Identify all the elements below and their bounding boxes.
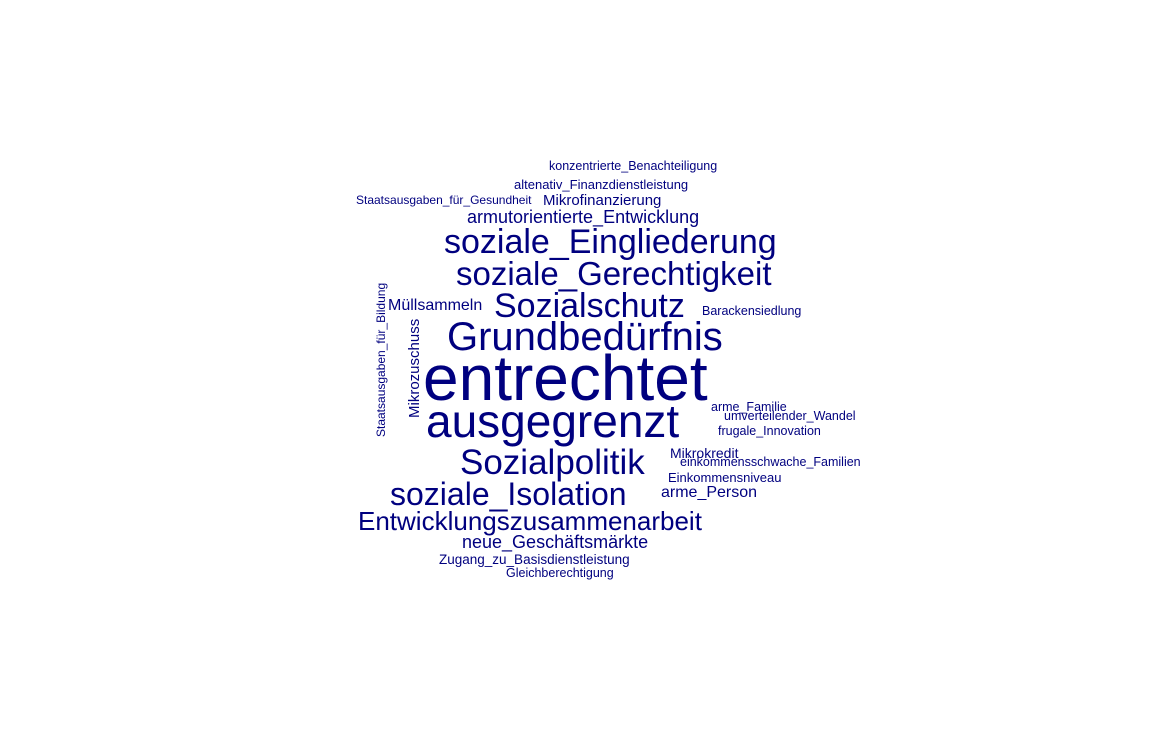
word-entrechtet: entrechtet	[423, 342, 708, 414]
word-einkommensschwache-familien: einkommensschwache_Familien	[680, 455, 861, 469]
word-sozialpolitik: Sozialpolitik	[460, 443, 645, 482]
word-staatsausgaben-fuer-gesundheit: Staatsausgaben_für_Gesundheit	[356, 193, 532, 207]
word-grundbeduerfnis: Grundbedürfnis	[447, 315, 723, 359]
word-mikrofinanzierung: Mikrofinanzierung	[543, 192, 662, 209]
word-ausgegrenzt: ausgegrenzt	[426, 395, 680, 447]
word-soziale-isolation: soziale_Isolation	[390, 476, 627, 512]
word-frugale-innovation: frugale_Innovation	[718, 424, 821, 438]
word-soziale-gerechtigkeit: soziale_Gerechtigkeit	[456, 255, 772, 292]
word-zugang-zu-basisdienstleistung: Zugang_zu_Basisdienstleistung	[439, 552, 630, 567]
word-mikrozuschuss: Mikrozuschuss	[406, 318, 423, 418]
word-muellsammeln: Müllsammeln	[388, 297, 483, 314]
word-sozialschutz: Sozialschutz	[494, 287, 685, 325]
word-soziale-eingliederung: soziale_Eingliederung	[444, 223, 777, 261]
word-arme-familie: arme_Familie	[711, 400, 787, 414]
word-staatsausgaben-fuer-bildung: Staatsausgaben_für_Bildung	[374, 282, 388, 437]
word-umverteilender-wandel: umverteilender_Wandel	[724, 409, 856, 423]
word-entwicklungszusammenarbeit: Entwicklungszusammenarbeit	[358, 506, 702, 536]
word-altenativ-finanzdienstleistung: altenativ_Finanzdienstleistung	[514, 177, 689, 192]
word-neue-geschaeftsmaerkte: neue_Geschäftsmärkte	[462, 532, 649, 552]
word-einkommensniveau: Einkommensniveau	[668, 470, 782, 485]
word-gleichberechtigung: Gleichberechtigung	[506, 566, 614, 580]
word-arme-person: arme_Person	[661, 484, 758, 501]
word-konzentrierte-benachteiligung: konzentrierte_Benachteiligung	[549, 159, 718, 173]
word-mikrokredit: Mikrokredit	[670, 445, 739, 461]
word-barackensiedlung: Barackensiedlung	[702, 304, 802, 318]
word-armutorientierte-entwicklung: armutorientierte_Entwicklung	[467, 207, 700, 227]
